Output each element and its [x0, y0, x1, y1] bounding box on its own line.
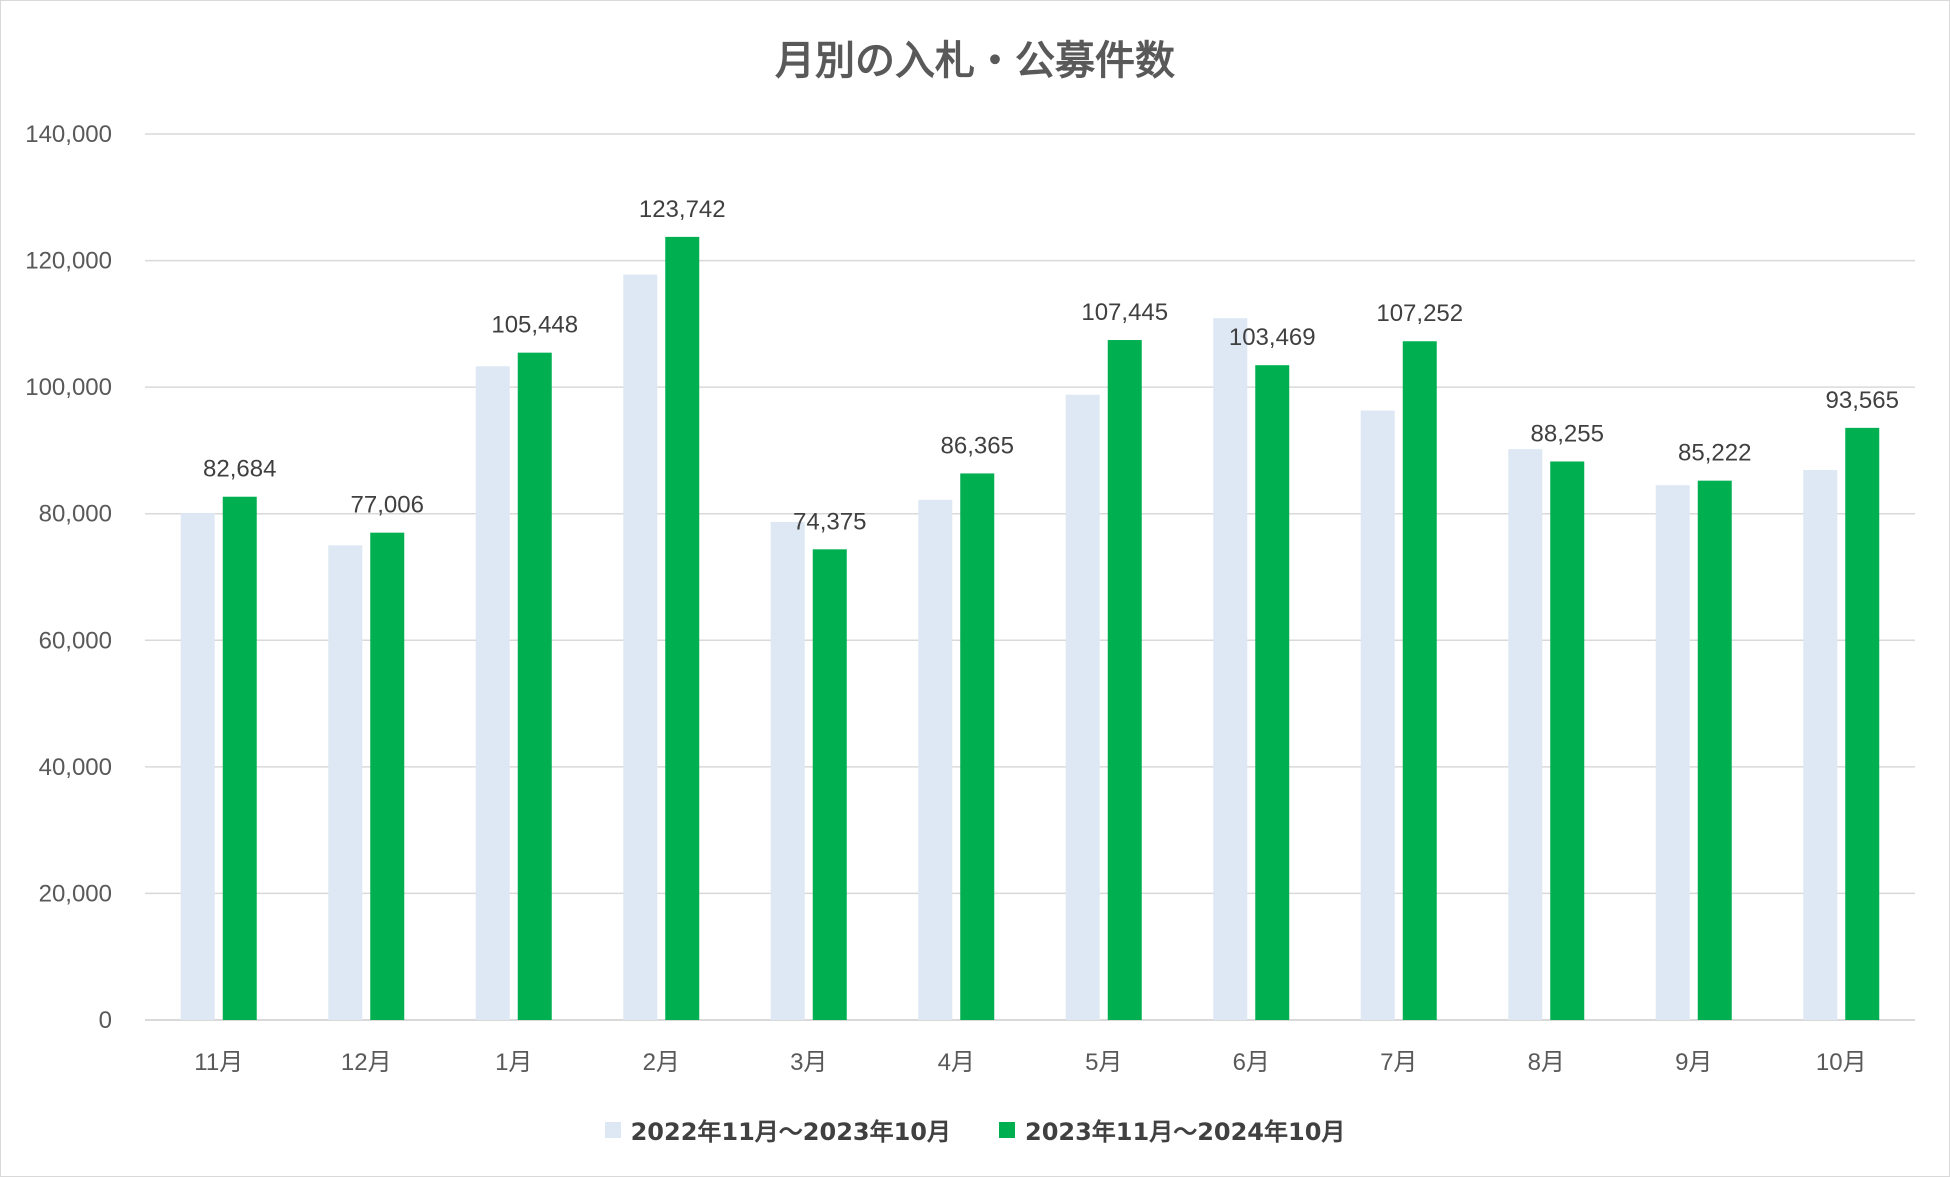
bar-curr-6 — [960, 473, 995, 1020]
x-tick-label: 9月 — [1675, 1049, 1712, 1076]
bar-curr-5 — [812, 549, 847, 1020]
data-label: 105,448 — [491, 312, 578, 339]
data-label: 88,255 — [1531, 420, 1604, 447]
x-tick-label: 3月 — [790, 1049, 827, 1076]
bar-curr-4 — [665, 236, 700, 1021]
data-label: 107,445 — [1081, 299, 1168, 326]
legend-item-curr: 2023年11月～2024年10月 — [999, 1112, 1345, 1147]
x-tick-label: 11月 — [194, 1049, 243, 1076]
legend-label-curr: 2023年11月～2024年10月 — [1025, 1118, 1346, 1146]
x-tick-label: 6月 — [1233, 1049, 1270, 1076]
x-axis-tick-labels: 11月 12月 1月 2月 3月 4月 5月 6月 7月 8月 9月 10月 — [194, 1049, 1866, 1076]
legend-swatch-curr — [999, 1121, 1015, 1138]
bar-curr-9 — [1402, 341, 1437, 1020]
data-label: 93,565 — [1826, 387, 1899, 414]
bar-prev-3 — [475, 366, 510, 1021]
y-axis-tick-labels: 0 20,000 40,000 60,000 80,000 100,000 120,000 1… — [25, 121, 112, 1034]
x-tick-label: 4月 — [938, 1049, 975, 1076]
bar-curr-3 — [517, 352, 552, 1020]
bar-prev-8 — [1213, 318, 1248, 1020]
x-tick-label: 7月 — [1380, 1049, 1417, 1076]
bar-prev-5 — [770, 521, 805, 1020]
data-label: 86,365 — [941, 432, 1014, 459]
x-tick-label: 2月 — [643, 1049, 680, 1076]
y-tick-label: 60,000 — [39, 627, 112, 654]
x-tick-label: 12月 — [341, 1049, 392, 1076]
data-label: 74,375 — [793, 508, 866, 535]
bar-prev-6 — [918, 499, 953, 1020]
bar-prev-2 — [328, 545, 363, 1020]
data-label: 82,684 — [203, 456, 276, 483]
bar-prev-9 — [1360, 410, 1395, 1020]
data-label: 123,742 — [639, 196, 726, 223]
y-tick-label: 40,000 — [39, 754, 112, 781]
y-tick-label: 0 — [99, 1007, 112, 1034]
legend: 2022年11月～2023年10月 2023年11月～2024年10月 — [0, 1112, 1950, 1147]
y-tick-label: 20,000 — [39, 880, 112, 907]
bar-curr-12 — [1845, 427, 1880, 1021]
chart-title: 月別の入札・公募件数 — [775, 38, 1175, 84]
bar-prev-12 — [1803, 470, 1838, 1021]
y-tick-label: 120,000 — [25, 248, 112, 275]
legend-item-prev: 2022年11月～2023年10月 — [604, 1112, 951, 1147]
data-label: 77,006 — [351, 492, 424, 519]
bar-curr-8 — [1255, 365, 1290, 1020]
bar-curr-7 — [1107, 340, 1142, 1021]
legend-swatch-prev — [604, 1121, 621, 1138]
gridlines — [145, 133, 1915, 1021]
data-labels: 82,684 77,006 105,448 123,742 74,375 86,365 10… — [203, 196, 1899, 535]
bar-curr-1 — [222, 496, 257, 1020]
data-label: 107,252 — [1376, 300, 1463, 327]
y-tick-label: 140,000 — [25, 121, 112, 148]
bar-curr-2 — [370, 532, 405, 1020]
bar-prev-4 — [623, 274, 658, 1021]
bar-prev-7 — [1065, 394, 1100, 1020]
y-tick-label: 100,000 — [25, 374, 112, 401]
data-label: 85,222 — [1678, 440, 1751, 467]
bar-prev-11 — [1655, 485, 1690, 1020]
x-tick-label: 8月 — [1528, 1049, 1565, 1076]
bar-prev-10 — [1508, 449, 1543, 1021]
data-label: 103,469 — [1229, 324, 1316, 351]
x-tick-label: 1月 — [495, 1049, 532, 1076]
bars — [180, 236, 1880, 1021]
bar-curr-10 — [1550, 461, 1585, 1020]
bar-curr-11 — [1697, 480, 1732, 1020]
bar-prev-1 — [180, 513, 215, 1020]
legend-label-prev: 2022年11月～2023年10月 — [630, 1118, 951, 1146]
y-tick-label: 80,000 — [39, 501, 112, 528]
x-tick-label: 5月 — [1085, 1049, 1122, 1076]
x-tick-label: 10月 — [1816, 1049, 1867, 1076]
